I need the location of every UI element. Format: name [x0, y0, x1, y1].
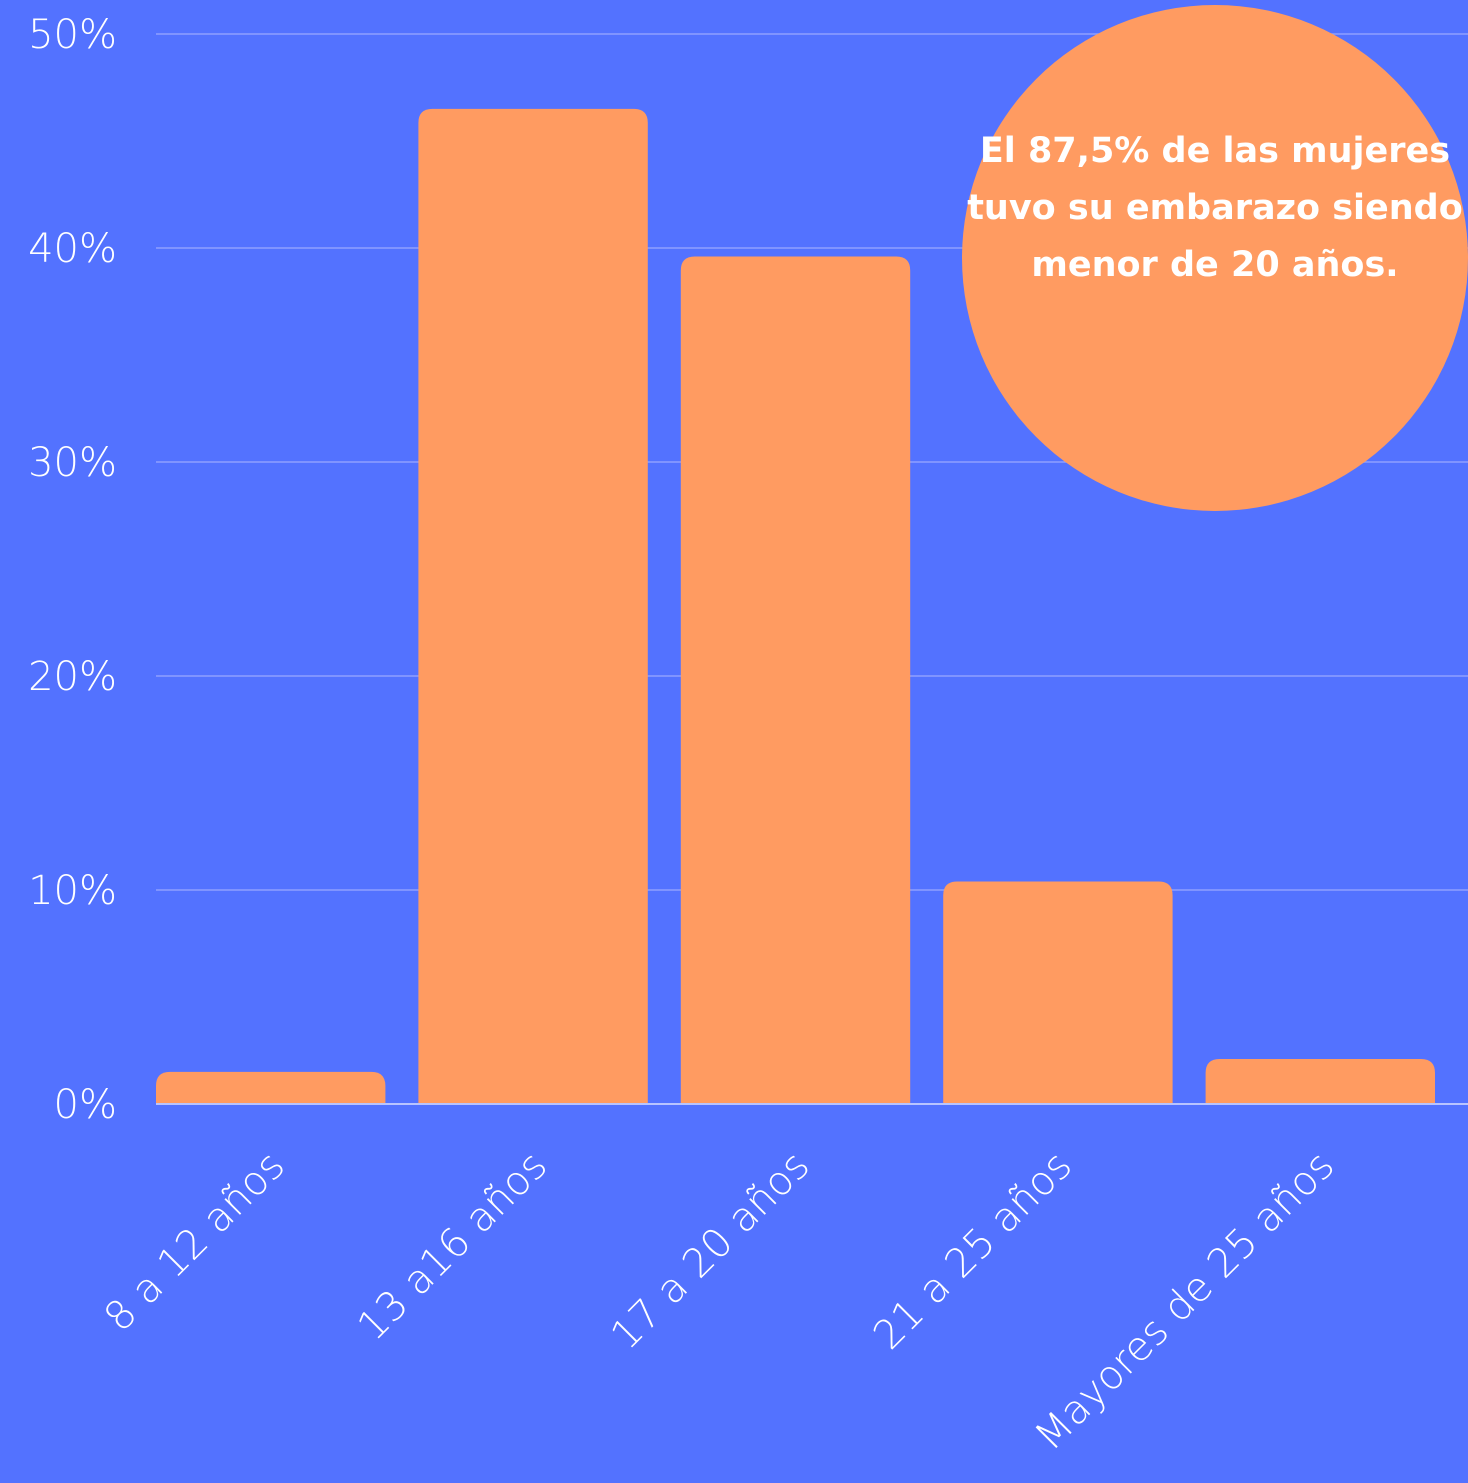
- bar: [1205, 1059, 1435, 1104]
- y-tick-label: 50%: [28, 12, 117, 58]
- y-tick-label: 10%: [28, 868, 117, 914]
- y-tick-label: 20%: [28, 654, 117, 700]
- bar: [156, 1071, 386, 1104]
- bar: [680, 256, 911, 1104]
- x-tick-label: 17 a 20 años: [602, 1143, 818, 1359]
- y-tick-label: 40%: [28, 226, 117, 272]
- x-tick-label: 13 a16 años: [349, 1143, 556, 1350]
- bar: [943, 881, 1173, 1104]
- callout-circle: El 87,5% de las mujeres tuvo su embarazo…: [962, 5, 1468, 511]
- bar: [418, 108, 648, 1104]
- y-tick-label: 0%: [54, 1082, 117, 1128]
- x-tick-label: 21 a 25 años: [865, 1143, 1081, 1359]
- y-tick-label: 30%: [28, 440, 117, 486]
- x-tick-label: Mayores de 25 años: [1026, 1143, 1343, 1460]
- x-tick-label: 8 a 12 años: [96, 1143, 294, 1341]
- callout-text: El 87,5% de las mujeres tuvo su embarazo…: [967, 130, 1463, 285]
